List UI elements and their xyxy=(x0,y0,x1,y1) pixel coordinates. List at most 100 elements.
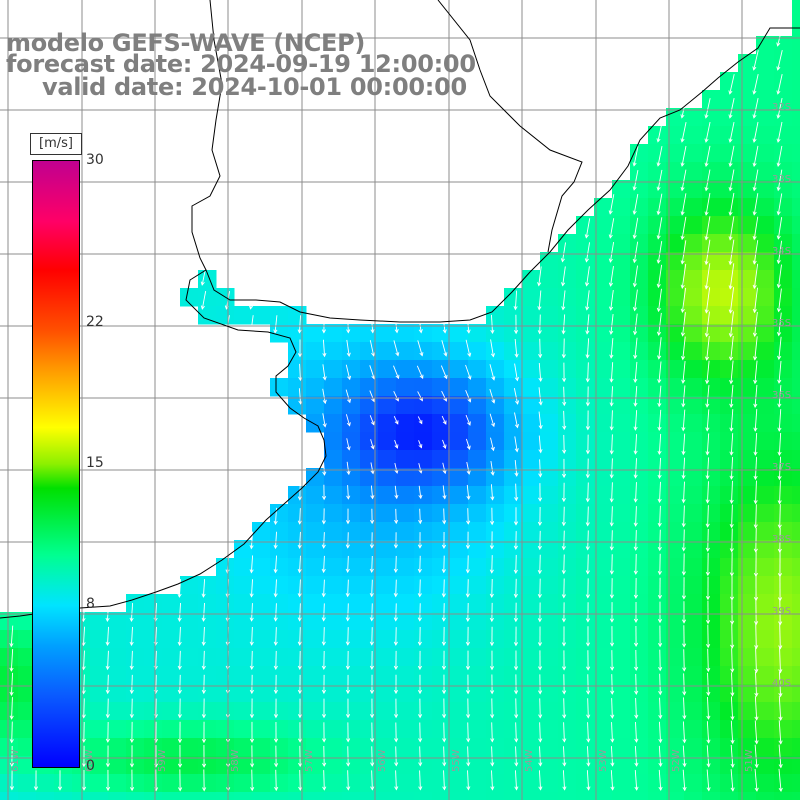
wind-arrow xyxy=(297,674,302,695)
wind-speed-cell xyxy=(666,720,685,739)
wind-arrow xyxy=(752,311,758,337)
wind-speed-cell xyxy=(324,360,343,379)
wind-speed-cell xyxy=(414,558,433,577)
wind-arrow xyxy=(490,746,495,767)
wind-speed-cell xyxy=(486,684,505,703)
wind-speed-cell xyxy=(630,234,649,253)
wind-speed-cell xyxy=(540,288,559,307)
wind-speed-cell xyxy=(738,522,757,541)
wind-arrow xyxy=(537,314,542,335)
wind-speed-cell xyxy=(738,702,757,721)
wind-speed-cell xyxy=(774,450,793,469)
wind-arrow xyxy=(658,769,663,792)
wind-speed-cell xyxy=(396,540,415,559)
wind-speed-cell xyxy=(468,486,487,505)
wind-speed-cell xyxy=(396,414,415,433)
wind-speed-cell xyxy=(270,774,289,793)
wind-arrow xyxy=(608,218,615,239)
wind-speed-cell xyxy=(630,558,649,577)
wind-arrow xyxy=(704,145,711,168)
wind-speed-cell xyxy=(720,468,739,487)
wind-speed-cell xyxy=(792,648,800,667)
wind-speed-cell xyxy=(684,396,703,415)
wind-arrow xyxy=(658,745,663,768)
wind-speed-cell xyxy=(792,414,800,433)
wind-speed-cell xyxy=(450,666,469,685)
wind-speed-cell xyxy=(792,288,800,307)
wind-speed-cell xyxy=(162,756,181,775)
wind-arrow xyxy=(514,746,519,767)
wind-speed-cell xyxy=(126,756,145,775)
wind-speed-cell xyxy=(288,504,307,523)
wind-arrow xyxy=(537,506,542,526)
wind-arrow xyxy=(418,315,423,334)
wind-speed-cell xyxy=(18,612,37,631)
wind-arrow xyxy=(777,385,782,408)
wind-speed-cell xyxy=(666,306,685,325)
wind-speed-cell xyxy=(540,720,559,739)
wind-speed-cell xyxy=(594,504,613,523)
wind-speed-cell xyxy=(684,342,703,361)
wind-speed-cell xyxy=(666,396,685,415)
wind-speed-cell xyxy=(738,126,757,145)
wind-arrow xyxy=(370,462,375,475)
wind-arrow xyxy=(562,770,567,791)
wind-speed-cell xyxy=(504,414,523,433)
wind-speed-cell xyxy=(720,270,739,289)
wind-speed-cell xyxy=(558,360,577,379)
wind-arrow xyxy=(680,169,687,192)
wind-speed-cell xyxy=(648,648,667,667)
wind-arrow xyxy=(297,603,302,622)
wind-arrow xyxy=(490,339,495,358)
wind-speed-cell xyxy=(666,378,685,397)
wind-arrow xyxy=(465,602,470,622)
wind-speed-cell xyxy=(684,792,703,800)
wind-speed-cell xyxy=(468,612,487,631)
wind-arrow xyxy=(105,674,110,695)
wind-speed-cell xyxy=(648,774,667,793)
wind-speed-cell xyxy=(504,396,523,415)
wind-speed-cell xyxy=(720,234,739,253)
wind-speed-cell xyxy=(504,594,523,613)
wind-arrow xyxy=(201,674,206,695)
wind-arrow xyxy=(538,435,543,454)
wind-arrow xyxy=(418,698,423,719)
longitude-label: 57W xyxy=(304,749,315,772)
wind-speed-cell xyxy=(558,270,577,289)
wind-speed-cell xyxy=(486,558,505,577)
wind-speed-cell xyxy=(342,684,361,703)
wind-speed-cell xyxy=(432,792,451,800)
wind-speed-cell xyxy=(594,288,613,307)
wind-speed-cell xyxy=(234,540,253,559)
wind-arrow xyxy=(393,340,400,357)
wind-speed-cell xyxy=(612,468,631,487)
wind-speed-cell xyxy=(558,414,577,433)
wind-speed-cell xyxy=(288,720,307,739)
wind-speed-cell xyxy=(414,792,433,800)
wind-arrow xyxy=(681,601,687,624)
wind-speed-cell xyxy=(630,540,649,559)
wind-speed-cell xyxy=(432,360,451,379)
wind-arrow xyxy=(730,648,735,673)
wind-speed-cell xyxy=(648,486,667,505)
wind-arrow xyxy=(752,74,759,95)
wind-speed-cell xyxy=(216,306,235,325)
wind-speed-cell xyxy=(216,738,235,757)
wind-speed-cell xyxy=(702,738,721,757)
wind-speed-cell xyxy=(90,648,109,667)
wind-speed-cell xyxy=(612,306,631,325)
wind-speed-cell xyxy=(720,414,739,433)
wind-arrow xyxy=(705,385,710,408)
wind-speed-cell xyxy=(666,702,685,721)
wind-arrow xyxy=(537,626,543,647)
wind-arrow xyxy=(442,485,447,500)
wind-speed-cell xyxy=(720,702,739,721)
wind-arrow xyxy=(608,242,615,263)
wind-speed-cell xyxy=(558,432,577,451)
wind-arrow xyxy=(465,626,470,647)
wind-speed-cell xyxy=(360,738,379,757)
wind-speed-cell xyxy=(630,450,649,469)
wind-speed-cell xyxy=(540,666,559,685)
wind-speed-cell xyxy=(432,486,451,505)
wind-arrow xyxy=(560,242,566,263)
